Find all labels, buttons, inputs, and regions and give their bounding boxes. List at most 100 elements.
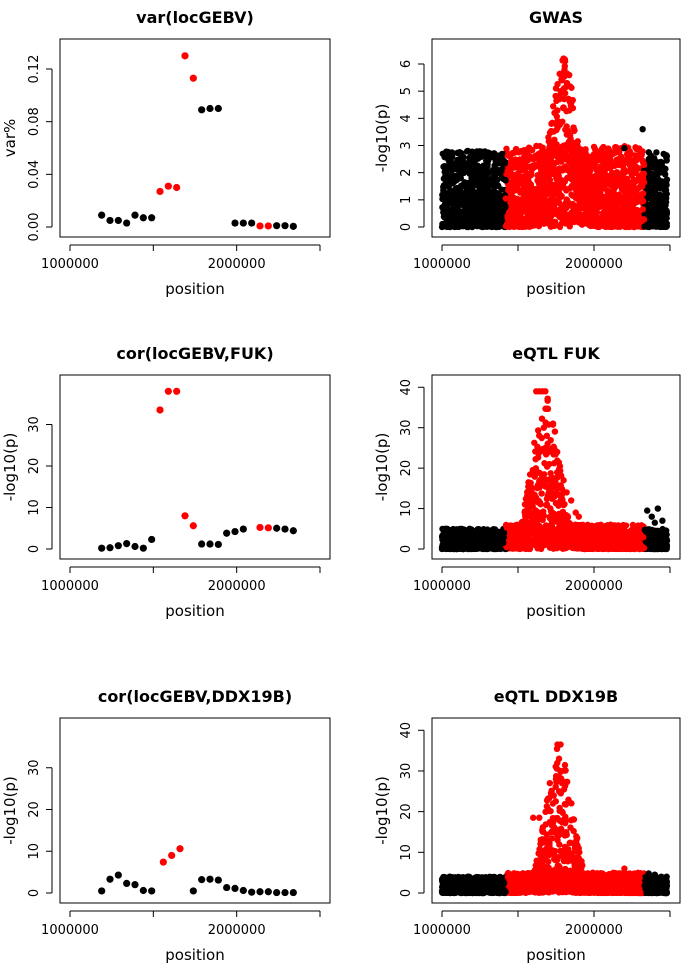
highlight-point <box>550 198 557 205</box>
highlight-point <box>543 157 551 165</box>
background-point <box>456 175 463 182</box>
background-point <box>451 212 459 219</box>
highlight-point <box>536 469 543 477</box>
data-point <box>273 222 281 230</box>
highlight-point <box>526 223 533 230</box>
data-point <box>181 52 189 60</box>
background-point <box>653 219 660 227</box>
x-axis-label: position <box>165 280 224 298</box>
background-point <box>480 223 487 230</box>
highlight-point <box>534 454 542 461</box>
highlight-point <box>625 533 633 540</box>
y-tick-label: 2 <box>399 169 414 177</box>
highlight-point <box>572 206 579 214</box>
highlight-point <box>629 169 636 176</box>
background-point <box>495 207 503 215</box>
highlight-point <box>570 127 578 135</box>
highlight-point <box>578 176 585 184</box>
background-point <box>487 221 494 228</box>
highlight-point <box>564 198 571 205</box>
data-point <box>560 104 567 111</box>
highlight-point <box>524 212 532 219</box>
background-point <box>663 191 670 198</box>
background-point <box>444 200 451 208</box>
highlight-point <box>566 223 573 230</box>
highlight-point <box>514 206 522 213</box>
x-axis-label: position <box>526 602 585 620</box>
highlight-point <box>639 206 646 213</box>
data-point <box>273 524 281 532</box>
highlight-point <box>583 191 590 198</box>
data-point <box>189 74 197 82</box>
data-point <box>198 106 206 114</box>
data-point <box>639 125 646 133</box>
highlight-point <box>596 148 604 155</box>
highlight-point <box>538 177 545 185</box>
highlight-point <box>615 161 623 169</box>
background-point <box>474 170 481 177</box>
data-point <box>139 544 147 552</box>
x-tick-label: 1000000 <box>41 257 99 272</box>
highlight-point <box>601 222 609 230</box>
point-cloud <box>438 395 671 553</box>
background-point <box>443 166 451 173</box>
highlight-point <box>623 218 630 226</box>
highlight-point <box>585 524 593 531</box>
background-point <box>488 205 495 212</box>
background-point <box>458 166 465 173</box>
highlight-point <box>579 168 586 175</box>
highlight-point <box>527 187 535 195</box>
highlight-point <box>508 214 516 221</box>
highlight-point <box>527 193 534 201</box>
y-tick-label: 20 <box>27 458 42 475</box>
background-point <box>650 193 657 201</box>
data-point <box>98 211 106 219</box>
highlight-point <box>556 223 564 231</box>
background-point <box>462 197 469 204</box>
highlight-point <box>512 156 519 163</box>
data-point <box>281 525 289 533</box>
highlight-point <box>539 144 546 151</box>
data-point <box>214 540 222 549</box>
chart-title: eQTL FUK <box>512 344 600 363</box>
highlight-point <box>608 199 615 207</box>
x-tick-label: 2000000 <box>565 579 623 594</box>
data-point <box>106 216 114 225</box>
highlight-point <box>560 164 568 172</box>
highlight-point <box>610 189 618 197</box>
background-point <box>492 165 500 173</box>
highlight-point <box>528 146 536 154</box>
highlight-point <box>547 508 555 515</box>
data-point <box>164 182 172 190</box>
background-point <box>473 179 480 187</box>
chart-title: var(locGEBV) <box>136 8 254 27</box>
highlight-point <box>520 218 528 226</box>
highlight-point <box>558 207 566 214</box>
highlight-point <box>534 193 542 200</box>
highlight-point <box>516 524 524 531</box>
background-point <box>450 177 457 184</box>
highlight-point <box>633 193 640 200</box>
highlight-point <box>598 167 605 175</box>
data-point <box>239 525 247 533</box>
y-tick-label: 0 <box>27 545 42 553</box>
plot-frame <box>431 38 681 238</box>
highlight-point <box>513 148 521 155</box>
data-point <box>148 214 156 222</box>
highlight-point <box>561 150 569 157</box>
data-point <box>555 96 563 103</box>
highlight-point <box>529 164 537 172</box>
highlight-point <box>633 164 640 171</box>
y-tick-label: 6 <box>399 60 414 68</box>
highlight-point <box>607 213 614 220</box>
highlight-point <box>534 545 541 552</box>
highlight-point <box>567 170 575 178</box>
y-axis-label: -log10(p) <box>373 104 391 173</box>
highlight-point <box>553 469 561 476</box>
highlight-point <box>617 200 624 207</box>
highlight-point <box>554 457 561 464</box>
y-tick-label: 30 <box>399 419 414 436</box>
data-point <box>223 529 231 537</box>
background-point <box>468 209 476 217</box>
